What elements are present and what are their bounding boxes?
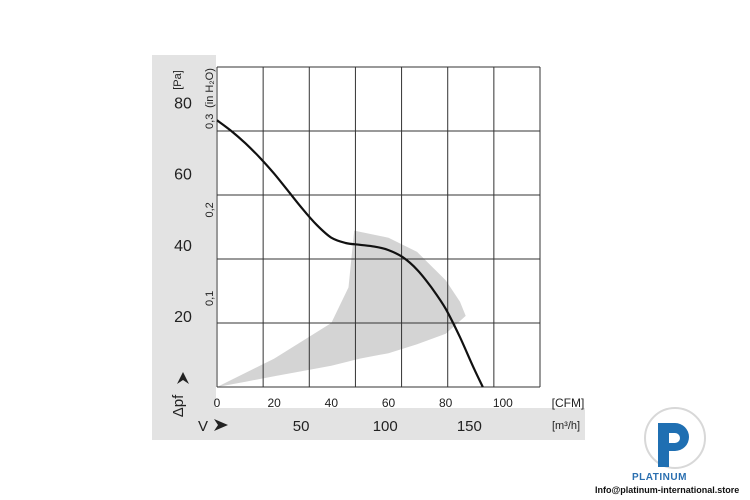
- x-tick-label: 100: [493, 396, 513, 410]
- x-unit-secondary: [m³/h]: [552, 420, 580, 432]
- y-axis-label: Δpf: [170, 394, 187, 417]
- y-tick-label-secondary: 0,3: [204, 114, 216, 129]
- axis-labels: 20 40 60 80 0,1 0,2 0,3 [Pa] (in H₂O) Δpf 0 20 40 60 8…: [170, 68, 584, 435]
- y-tick-label-secondary: 0,2: [204, 202, 216, 217]
- x-tick-label: 20: [267, 396, 281, 410]
- chart-grid: [216, 66, 541, 388]
- x-axis-arrow-icon: [214, 419, 228, 431]
- y-unit-primary: [Pa]: [172, 70, 184, 90]
- platinum-logo-icon: [644, 407, 706, 469]
- x-axis-label: V: [198, 418, 208, 435]
- operating-region-shape: [217, 230, 466, 387]
- x-tick-label-secondary: 50: [293, 418, 310, 435]
- y-axis-arrow-icon: [177, 372, 189, 384]
- contact-email: Info@platinum-international.store: [595, 485, 740, 495]
- x-unit-primary: [CFM]: [552, 396, 585, 410]
- x-tick-label: 0: [214, 396, 221, 410]
- x-tick-label: 60: [382, 396, 396, 410]
- x-tick-label: 80: [439, 396, 453, 410]
- x-tick-label: 40: [325, 396, 339, 410]
- y-tick-label-secondary: 0,1: [204, 291, 216, 306]
- bottom-axis-band: [152, 408, 585, 440]
- y-tick-label: 20: [174, 309, 192, 326]
- pressure-curve: [216, 119, 484, 388]
- y-tick-label: 80: [174, 96, 192, 113]
- pressure-curve-line: [216, 119, 484, 388]
- x-tick-label-secondary: 100: [373, 418, 398, 435]
- y-tick-label: 40: [174, 238, 192, 255]
- y-tick-label: 60: [174, 167, 192, 184]
- brand-name: PLATINUM: [632, 472, 687, 483]
- y-unit-secondary: (in H₂O): [204, 68, 216, 108]
- x-tick-label-secondary: 150: [457, 418, 482, 435]
- operating-region: [217, 230, 466, 387]
